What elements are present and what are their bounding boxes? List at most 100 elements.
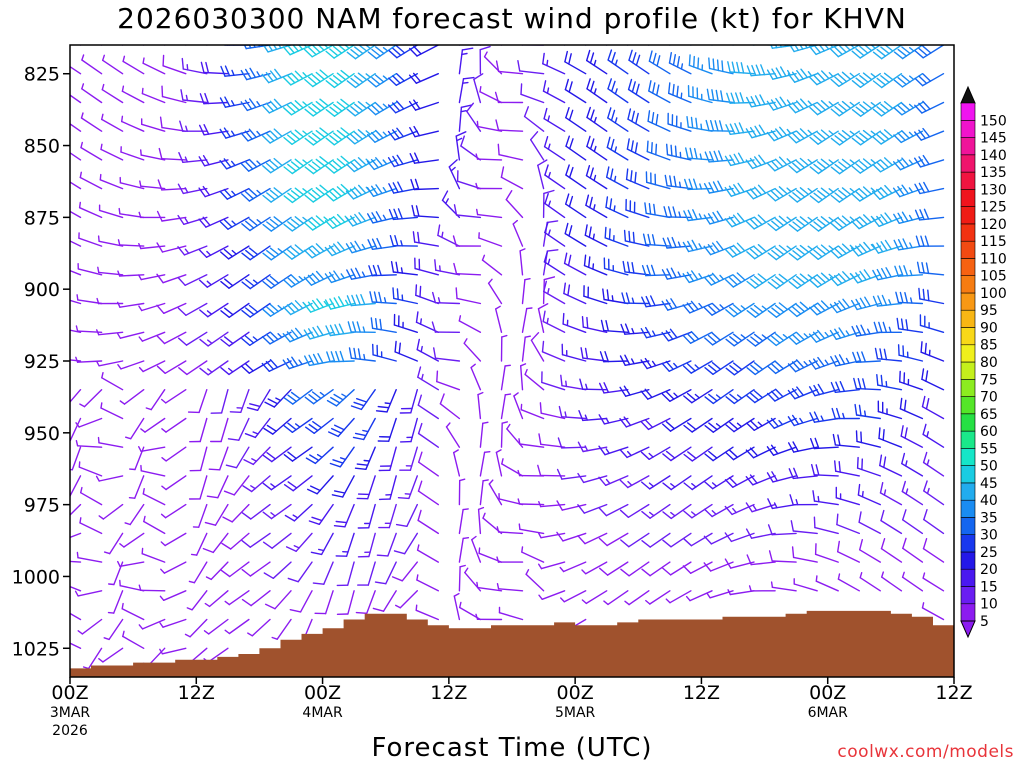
x-tick-label: 00Z	[557, 682, 594, 704]
colorbar-cell	[960, 465, 976, 484]
y-tick-label: 900	[24, 279, 60, 301]
colorbar-tick-label: 140	[980, 148, 1007, 164]
colorbar-tick-label: 145	[980, 131, 1007, 147]
wind-barb	[544, 221, 566, 247]
wind-barb	[210, 389, 229, 414]
wind-barb	[417, 422, 439, 448]
wind-barb	[222, 503, 250, 523]
colorbar-cell	[960, 120, 976, 138]
wind-barb	[543, 135, 566, 161]
wind-barb	[880, 538, 903, 563]
wind-barb	[791, 546, 818, 563]
wind-barb	[138, 302, 166, 312]
wind-barb	[141, 87, 166, 104]
wind-barb	[189, 417, 208, 443]
wind-barb	[521, 546, 545, 563]
wind-barb	[745, 124, 776, 139]
wind-barb	[79, 171, 103, 190]
wind-barb	[190, 532, 208, 556]
wind-barb	[324, 241, 355, 257]
credit-link[interactable]: coolwx.com/models	[837, 742, 1014, 762]
wind-barb	[789, 494, 818, 506]
colorbar-cell	[960, 499, 976, 518]
wind-barb	[530, 131, 545, 161]
wind-barb	[628, 49, 650, 75]
colorbar-tick-label: 35	[980, 510, 998, 526]
wind-barb	[432, 291, 461, 305]
wind-barb	[834, 460, 860, 477]
wind-barb	[894, 265, 924, 277]
wind-barb	[417, 509, 439, 535]
wind-barb	[788, 441, 818, 453]
wind-barb	[142, 488, 166, 506]
wind-barb	[893, 157, 924, 171]
wind-barb	[544, 192, 566, 219]
wind-barb	[304, 69, 334, 88]
wind-barb	[878, 427, 903, 448]
wind-barb	[137, 446, 166, 452]
wind-barb	[520, 403, 545, 420]
wind-barb	[725, 360, 755, 376]
y-tick-label: 850	[24, 136, 60, 158]
wind-barb	[790, 520, 818, 535]
wind-barb	[746, 417, 776, 431]
wind-barb	[453, 449, 461, 477]
colorbar-min-arrow	[960, 620, 976, 639]
wind-barb	[70, 389, 82, 404]
wind-barb	[100, 143, 124, 161]
wind-barb	[101, 83, 124, 104]
wind-barb	[832, 433, 860, 448]
wind-barb	[914, 100, 945, 114]
wind-barb	[683, 446, 713, 462]
wind-barb	[141, 547, 166, 563]
colorbar-tick-label: 60	[980, 424, 998, 440]
wind-barb	[872, 267, 903, 281]
colorbar-tick-label: 100	[980, 286, 1007, 302]
wind-barb	[872, 100, 903, 117]
wind-barb	[303, 270, 334, 286]
wind-barb	[872, 184, 903, 200]
wind-barb	[767, 186, 797, 202]
wind-barb	[520, 45, 524, 46]
wind-barb	[556, 531, 587, 542]
wind-barb	[261, 331, 292, 345]
x-tick-label: 4MAR	[302, 705, 343, 721]
wind-barb	[240, 360, 271, 374]
wind-barb	[619, 475, 650, 489]
wind-barb	[767, 360, 797, 375]
wind-barb	[604, 226, 629, 247]
wind-barb	[830, 100, 860, 117]
wind-barb	[121, 45, 124, 46]
colorbar-tick-label: 55	[980, 441, 998, 457]
wind-barb	[852, 351, 881, 363]
wind-barb	[788, 216, 818, 232]
wind-barb	[626, 138, 650, 161]
wind-barb	[101, 54, 124, 75]
wind-barb	[156, 331, 187, 345]
wind-barb	[356, 475, 376, 500]
wind-barb	[479, 479, 489, 506]
wind-barb	[121, 602, 145, 621]
wind-barb	[640, 446, 671, 460]
wind-barb	[246, 389, 271, 411]
wind-barb	[289, 590, 313, 613]
wind-barb	[851, 72, 881, 89]
wind-barb	[829, 271, 860, 287]
wind-barb	[477, 391, 484, 420]
wind-barb	[914, 72, 945, 87]
wind-barb	[408, 72, 439, 84]
wind-barb	[837, 540, 860, 563]
wind-barb	[922, 572, 945, 592]
wind-barb	[243, 446, 271, 466]
wind-barb	[414, 257, 439, 276]
wind-barb	[662, 561, 692, 576]
wind-barb	[619, 354, 650, 366]
wind-barb	[565, 135, 587, 161]
wind-barb	[188, 561, 208, 584]
wind-barb	[220, 65, 250, 77]
wind-barb	[410, 178, 439, 191]
wind-barb	[537, 532, 566, 539]
wind-barb	[767, 498, 797, 510]
wind-barb	[477, 506, 485, 535]
wind-barb	[97, 436, 124, 448]
